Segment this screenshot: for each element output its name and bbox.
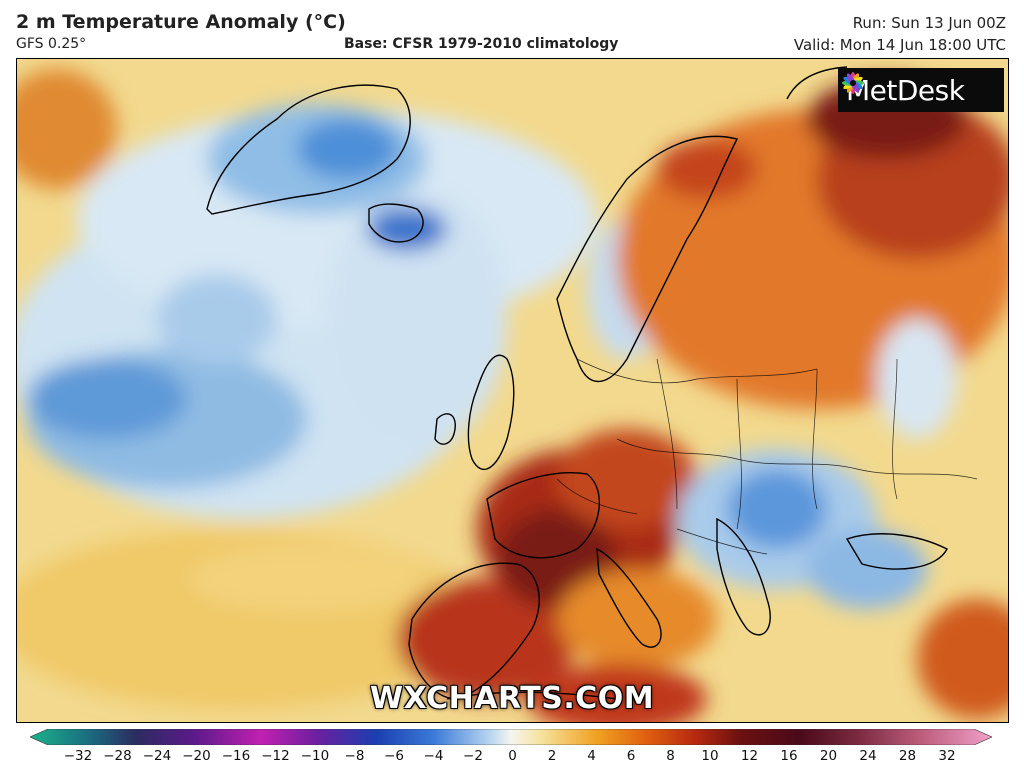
legend-tick: 8 bbox=[666, 748, 675, 764]
run-time: Run: Sun 13 Jun 00Z bbox=[852, 14, 1006, 32]
legend-tick: −28 bbox=[103, 748, 132, 764]
legend-tick: −4 bbox=[423, 748, 444, 764]
metdesk-logo-text: MetDesk bbox=[846, 73, 965, 107]
chart-title: 2 m Temperature Anomaly (°C) bbox=[16, 11, 346, 33]
climatology-base: Base: CFSR 1979-2010 climatology bbox=[344, 36, 619, 52]
wxcharts-watermark: WXCHARTS.COM bbox=[370, 681, 655, 716]
legend-tick: 28 bbox=[898, 748, 917, 764]
color-scale-bar bbox=[30, 729, 992, 745]
legend-tick: −2 bbox=[463, 748, 483, 764]
legend-tick: −16 bbox=[221, 748, 251, 764]
legend-tick: −20 bbox=[182, 748, 211, 764]
legend-tick: 20 bbox=[819, 748, 838, 764]
legend-tick: 12 bbox=[740, 748, 759, 764]
legend-tick: −24 bbox=[142, 748, 172, 764]
legend-tick: −32 bbox=[63, 748, 93, 764]
legend-tick: 10 bbox=[701, 748, 719, 764]
legend-tick: 32 bbox=[938, 748, 956, 764]
legend-tick: 24 bbox=[859, 748, 877, 764]
model-label: GFS 0.25° bbox=[16, 36, 87, 52]
legend-tick: −6 bbox=[384, 748, 404, 764]
map-canvas bbox=[17, 59, 1008, 722]
valid-time: Valid: Mon 14 Jun 18:00 UTC bbox=[793, 36, 1006, 54]
legend-tick: 2 bbox=[547, 748, 557, 764]
coastlines bbox=[206, 66, 948, 700]
legend-tick: 6 bbox=[626, 748, 636, 764]
legend-tick: −12 bbox=[261, 748, 290, 764]
metdesk-flower-icon bbox=[842, 72, 864, 94]
legend-tick: 0 bbox=[508, 748, 517, 764]
legend-tick: −10 bbox=[300, 748, 330, 764]
legend-tick: −8 bbox=[344, 748, 365, 764]
color-scale-ticks: −32 −28 −24 −20 −16 −12 −10 −8 −6 −4 −2 0 2 4 6 8 10 12 16… bbox=[0, 748, 1024, 768]
legend-tick: 4 bbox=[587, 748, 596, 764]
legend-tick: 16 bbox=[780, 748, 798, 764]
anomaly-map: MetDesk WXCHARTS.COM bbox=[16, 58, 1009, 723]
borders bbox=[556, 358, 978, 555]
metdesk-logo: MetDesk bbox=[838, 68, 1004, 112]
